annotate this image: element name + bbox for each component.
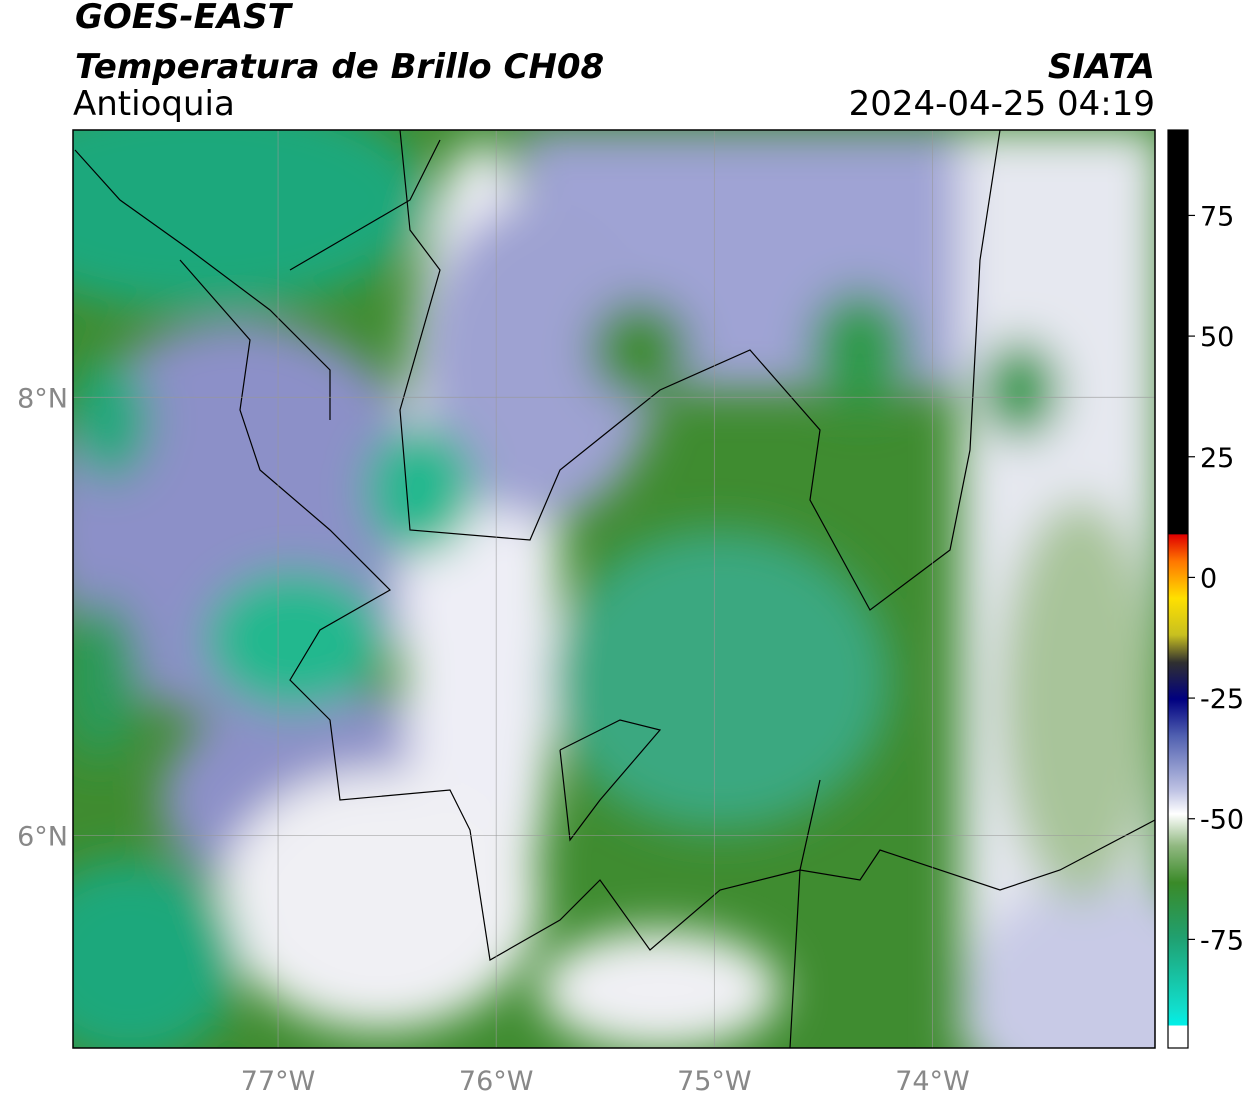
boundaries — [74, 130, 1155, 1048]
colorbar-tick-label: -25 — [1200, 684, 1244, 715]
colorbar-tick-label: 25 — [1200, 443, 1234, 474]
lon-tick-label: 74°W — [895, 1066, 970, 1097]
lat-tick-label: 8°N — [17, 383, 68, 414]
lon-tick-label: 77°W — [241, 1066, 316, 1097]
colorbar-tick-label: -75 — [1200, 925, 1244, 956]
satellite-image — [73, 130, 1155, 1048]
lat-tick-label: 6°N — [17, 821, 68, 852]
region: Antioquia — [73, 84, 235, 124]
map-frame — [72, 129, 1156, 1049]
colorbar-tick-label: 0 — [1200, 563, 1217, 594]
organization: SIATA — [1048, 47, 1155, 87]
lon-tick-label: 76°W — [459, 1066, 534, 1097]
graticule — [73, 130, 1155, 1048]
colorbar-tick-label: 50 — [1200, 322, 1234, 353]
colorbar-tick-label: -50 — [1200, 805, 1244, 836]
timestamp: 2024-04-25 04:19 — [849, 84, 1155, 124]
colorbar — [1167, 129, 1189, 1049]
colorbar-tick-label: 75 — [1200, 201, 1234, 232]
satellite-title: GOES-EAST — [75, 0, 294, 37]
product-title: Temperatura de Brillo CH08 — [75, 47, 604, 87]
lon-tick-label: 75°W — [677, 1066, 752, 1097]
